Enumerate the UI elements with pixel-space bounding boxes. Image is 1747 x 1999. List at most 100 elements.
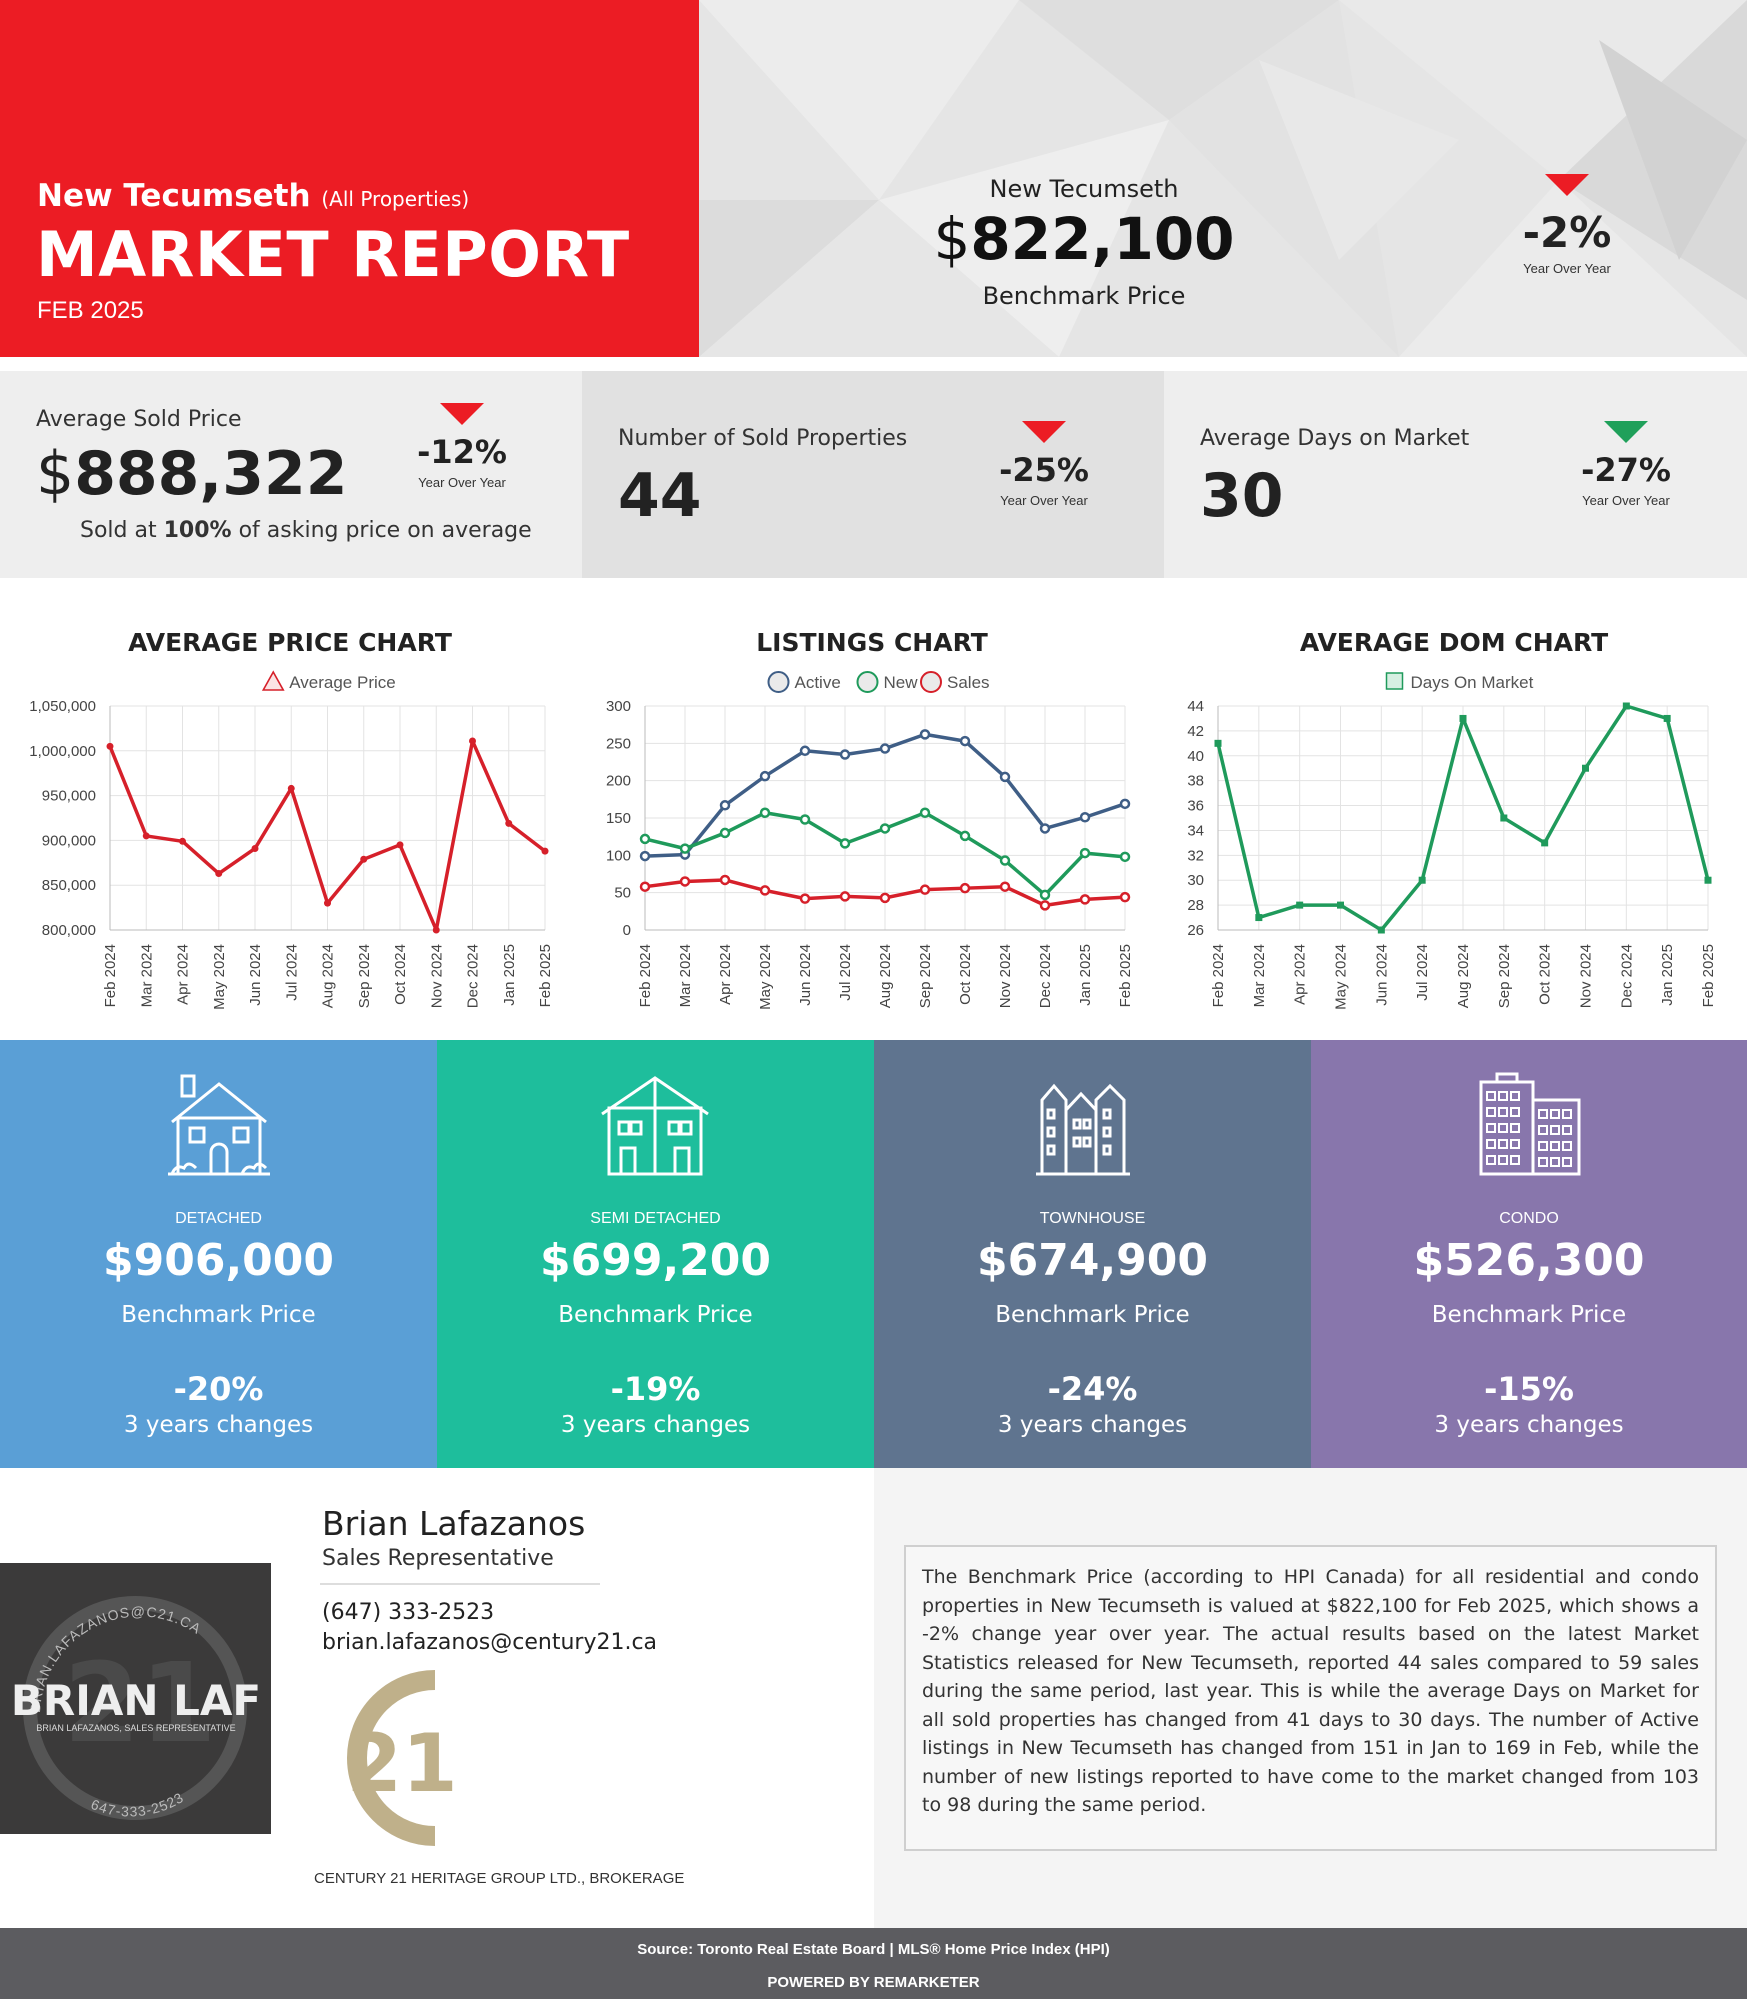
avg-sold-price-card: Average Sold Price $888,322 Sold at 100%…	[0, 371, 582, 578]
data-point	[179, 837, 186, 845]
data-point	[959, 735, 971, 747]
stat-title: Number of Sold Properties	[618, 426, 908, 451]
y-tick-label: 200	[606, 773, 631, 790]
agent-logo-graphic: 21 BRIAN.LAFAZANOS@C21.CA 647-333-2523 B…	[11, 1596, 261, 1820]
data-point	[759, 885, 771, 896]
x-tick-label: Jun 2024	[247, 944, 264, 1006]
report-title: MARKET REPORT	[36, 218, 630, 291]
legend-triangle-icon	[261, 670, 285, 691]
data-point	[719, 800, 731, 811]
agent-section: 21 BRIAN.LAFAZANOS@C21.CA 647-333-2523 B…	[0, 1468, 874, 1928]
x-tick-label: Nov 2024	[1578, 944, 1595, 1008]
down-arrow-icon	[1604, 421, 1648, 443]
data-point	[839, 891, 851, 902]
logo-name: BRIAN LAF	[11, 1676, 261, 1725]
legend-label: Average Price	[289, 673, 395, 692]
x-tick-label: Oct 2024	[392, 944, 409, 1005]
y-tick-label: 1,050,000	[29, 698, 96, 715]
benchmark-value: 822,100	[970, 205, 1235, 273]
yoy-percent: -12%	[417, 433, 507, 471]
header-city: New Tecumseth (All Properties)	[37, 178, 469, 214]
benchmark-yoy: -2% Year Over Year	[1487, 174, 1647, 276]
yoy-label: Year Over Year	[1582, 493, 1670, 508]
type-name: SEMI DETACHED	[590, 1210, 721, 1227]
note-prefix: Sold at	[80, 518, 164, 543]
divider	[320, 1583, 600, 1585]
y-tick-label: 42	[1187, 723, 1204, 740]
y-tick-label: 32	[1187, 847, 1204, 864]
asking-price-note: Sold at 100% of asking price on average	[80, 518, 532, 543]
note-suffix: of asking price on average	[231, 518, 532, 543]
data-point	[879, 743, 891, 754]
x-tick-label: Jan 2025	[1077, 944, 1094, 1006]
x-tick-label: Sep 2024	[917, 944, 934, 1008]
header-benchmark-panel: New Tecumseth $822,100 Benchmark Price -…	[699, 0, 1747, 357]
city-name: New Tecumseth	[37, 178, 311, 214]
type-price-label: Benchmark Price	[558, 1302, 753, 1328]
x-tick-label: May 2024	[1333, 944, 1350, 1010]
x-tick-label: Feb 2024	[637, 944, 654, 1007]
x-tick-label: Dec 2024	[1037, 944, 1054, 1008]
data-source: Source: Toronto Real Estate Board | MLS®…	[637, 1941, 1110, 1958]
semi-detached-icon	[601, 1076, 709, 1176]
x-tick-label: Nov 2024	[428, 944, 445, 1008]
x-tick-label: May 2024	[211, 944, 228, 1010]
legend-square-icon	[1385, 672, 1404, 690]
data-point	[839, 838, 851, 849]
benchmark-price: $822,100	[879, 205, 1289, 273]
x-tick-label: Aug 2024	[877, 944, 894, 1008]
data-point	[469, 737, 476, 745]
x-tick-label: Feb 2024	[1210, 944, 1227, 1007]
data-point	[999, 771, 1011, 783]
data-point	[719, 827, 731, 839]
legend-circle-icon	[920, 671, 942, 693]
down-arrow-icon	[1545, 174, 1589, 196]
type-change: -19%	[610, 1370, 701, 1408]
legend-label: Active	[795, 673, 841, 692]
powered-by: POWERED BY REMARKETER	[767, 1974, 980, 1991]
type-change: -24%	[1047, 1370, 1138, 1408]
logo-subtext: BRIAN LAFAZANOS, SALES REPRESENTATIVE	[36, 1723, 235, 1733]
data-point	[1377, 926, 1385, 934]
x-tick-label: Mar 2024	[138, 944, 155, 1007]
x-tick-label: Jul 2024	[283, 944, 300, 1001]
listings-chart-title: LISTINGS CHART	[756, 628, 988, 657]
x-tick-label: Feb 2025	[537, 944, 554, 1007]
dom-chart-title: AVERAGE DOM CHART	[1299, 628, 1609, 657]
header-title-panel: New Tecumseth (All Properties) MARKET RE…	[0, 0, 699, 357]
y-tick-label: 850,000	[42, 877, 96, 894]
down-arrow-icon	[1022, 421, 1066, 443]
x-tick-label: Oct 2024	[1537, 944, 1554, 1005]
y-tick-label: 50	[614, 885, 631, 902]
data-point	[1119, 891, 1131, 903]
x-tick-label: Apr 2024	[175, 944, 192, 1005]
y-tick-label: 900,000	[42, 832, 96, 849]
x-tick-label: Jun 2024	[1373, 944, 1390, 1006]
data-point	[799, 893, 811, 904]
detached-card: DETACHED $906,000 Benchmark Price -20% 3…	[0, 1040, 437, 1468]
agent-role: Sales Representative	[322, 1546, 554, 1571]
x-tick-label: Jan 2025	[501, 944, 518, 1006]
stat-value: $888,322	[36, 439, 347, 509]
data-point	[999, 855, 1011, 866]
data-point	[799, 814, 811, 825]
yoy-label: Year Over Year	[1000, 493, 1088, 508]
data-point	[839, 749, 851, 760]
agent-phone[interactable]: (647) 333-2523	[322, 1600, 495, 1625]
century21-logo: 21	[346, 1670, 458, 1846]
data-point	[959, 830, 971, 842]
report-header: New Tecumseth (All Properties) MARKET RE…	[0, 0, 1747, 357]
agent-email[interactable]: brian.lafazanos@century21.ca	[322, 1630, 658, 1655]
type-change-label: 3 years changes	[123, 1412, 314, 1438]
townhouse-card: TOWNHOUSE $674,900 Benchmark Price -24% …	[874, 1040, 1311, 1468]
data-point	[1500, 814, 1508, 822]
benchmark-label: Benchmark Price	[982, 282, 1186, 310]
data-point	[1039, 823, 1051, 834]
benchmark-city: New Tecumseth	[989, 175, 1179, 203]
x-tick-label: Feb 2025	[1117, 944, 1134, 1007]
x-tick-label: Mar 2024	[677, 944, 694, 1007]
data-point	[1039, 889, 1051, 901]
type-name: TOWNHOUSE	[1039, 1210, 1146, 1227]
townhouse-icon	[1036, 1083, 1130, 1176]
x-tick-label: Apr 2024	[717, 944, 734, 1005]
